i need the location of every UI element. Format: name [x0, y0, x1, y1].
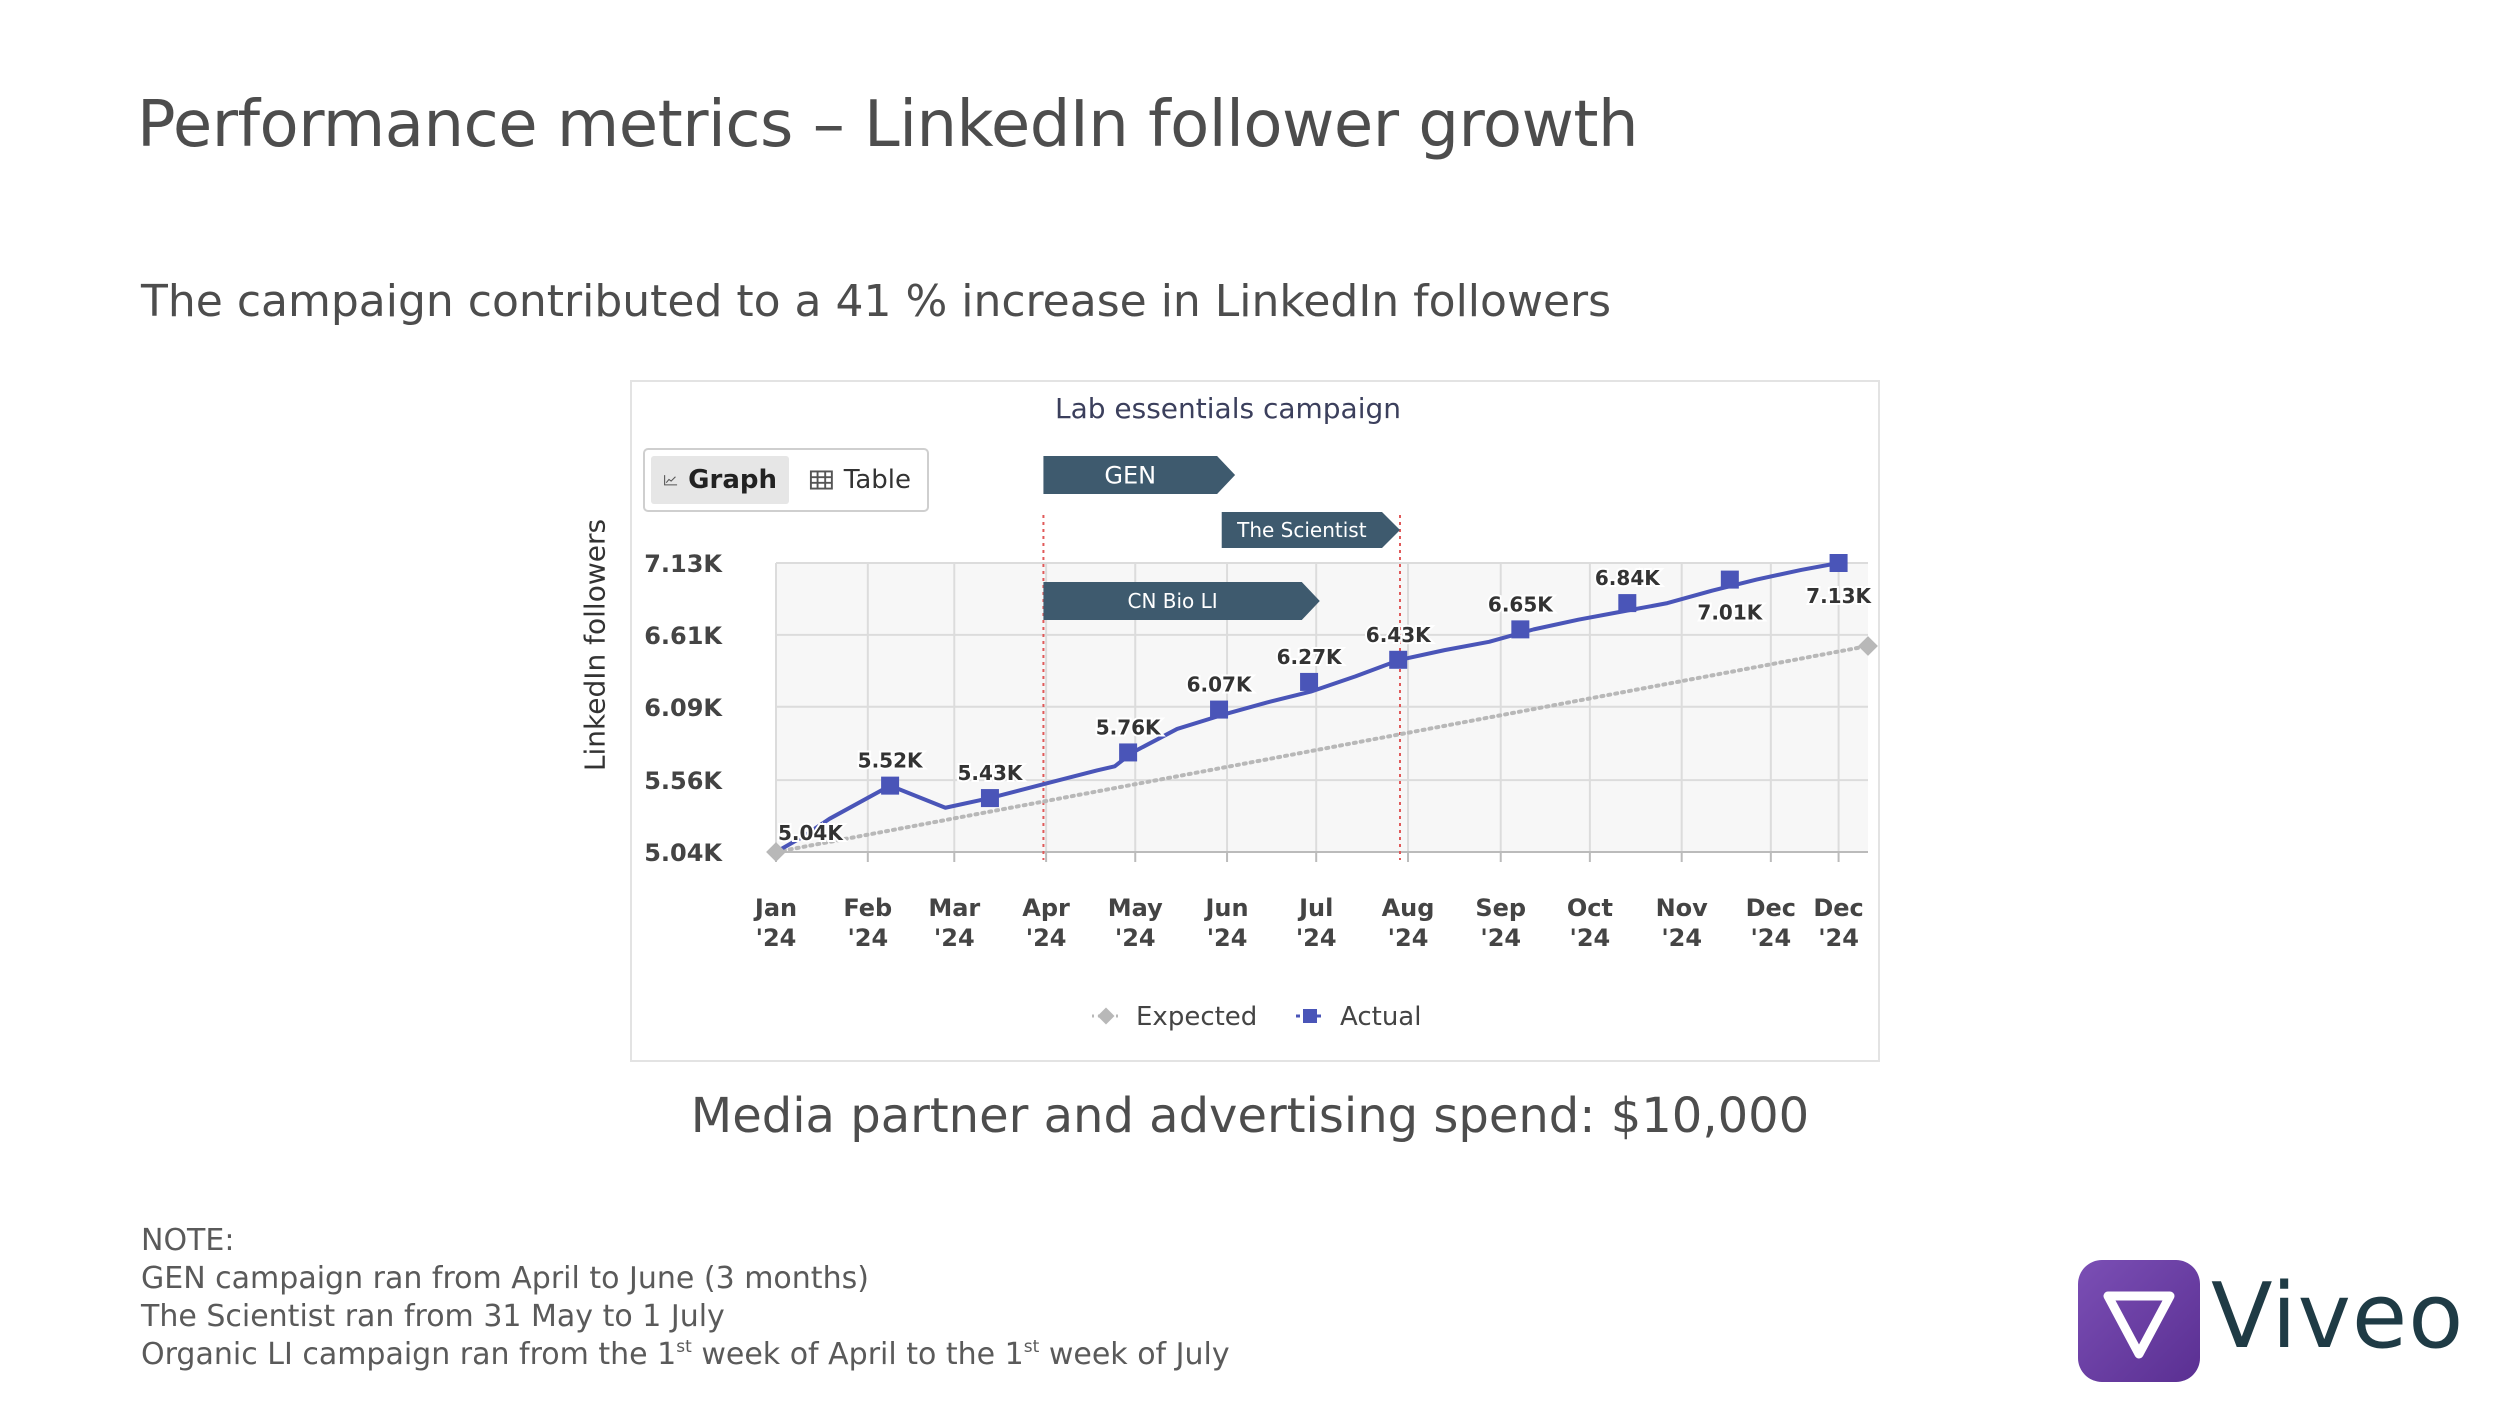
x-tick-label: Feb	[843, 894, 892, 922]
x-tick-year: '24	[756, 924, 797, 952]
table-view-label: Table	[843, 465, 911, 495]
x-tick-year: '24	[847, 924, 888, 952]
table-view-button[interactable]: Table	[797, 456, 923, 504]
legend-marker	[1097, 1007, 1115, 1025]
actual-point	[1511, 620, 1530, 639]
x-tick-label: Jun	[1204, 894, 1249, 922]
x-tick-label: Sep	[1475, 894, 1526, 922]
actual-point	[881, 776, 900, 795]
y-tick-label: 7.13K	[644, 550, 723, 578]
campaign-banner-label: GEN	[1104, 462, 1156, 490]
chart-title: Lab essentials campaign	[1055, 392, 1401, 425]
x-tick-label: Nov	[1656, 894, 1709, 922]
x-tick-label: Dec	[1746, 894, 1796, 922]
view-toggle: Graph Table	[643, 448, 929, 512]
legend-label: Actual	[1340, 1002, 1421, 1032]
data-label: 5.52K	[858, 749, 924, 773]
x-tick-year: '24	[1661, 924, 1702, 952]
note-organic-part2: week of April to the 1	[691, 1337, 1024, 1372]
data-label: 6.43K	[1366, 623, 1432, 647]
y-tick-label: 6.09K	[644, 694, 723, 722]
actual-point	[1389, 650, 1408, 669]
graph-view-button[interactable]: Graph	[651, 456, 789, 504]
campaign-banner	[1043, 582, 1320, 620]
data-label: 6.07K	[1187, 673, 1253, 697]
campaign-banner	[1043, 456, 1236, 494]
x-tick-label: Apr	[1022, 894, 1070, 922]
campaign-banner-label: The Scientist	[1236, 518, 1367, 542]
slide-title: Performance metrics – LinkedIn follower …	[137, 88, 1639, 162]
expected-point	[1858, 636, 1878, 656]
x-tick-label: Oct	[1567, 894, 1613, 922]
actual-point	[1119, 743, 1138, 762]
x-tick-year: '24	[934, 924, 975, 952]
actual-point	[1829, 554, 1848, 572]
y-tick-label: 5.56K	[644, 767, 723, 795]
viveo-logo-text: Viveo	[2211, 1264, 2465, 1369]
campaign-banner-label: CN Bio LI	[1127, 589, 1217, 613]
x-tick-year: '24	[1750, 924, 1791, 952]
viveo-logo: Viveo	[2078, 1260, 2463, 1385]
note-organic: Organic LI campaign ran from the 1st wee…	[141, 1336, 1230, 1374]
x-tick-label: Jul	[1297, 894, 1333, 922]
actual-point	[1618, 594, 1637, 613]
actual-series-line	[775, 561, 1839, 854]
x-tick-year: '24	[1207, 924, 1248, 952]
table-grid-icon	[809, 470, 833, 490]
x-tick-year: '24	[1296, 924, 1337, 952]
expected-series-line	[774, 643, 1870, 854]
slide-subtitle: The campaign contributed to a 41 % incre…	[141, 276, 1612, 327]
legend-marker	[1303, 1009, 1317, 1023]
data-label: 7.01K	[1697, 601, 1763, 625]
data-label: 5.76K	[1096, 715, 1162, 739]
actual-point	[1720, 570, 1739, 589]
data-label: 6.65K	[1488, 592, 1554, 616]
viveo-logo-mark-icon	[2078, 1260, 2200, 1382]
data-label: 5.04K	[778, 821, 844, 845]
notes-heading: NOTE:	[141, 1223, 235, 1258]
legend-label: Expected	[1136, 1002, 1257, 1032]
x-tick-year: '24	[1480, 924, 1521, 952]
campaign-banner	[1221, 512, 1400, 548]
line-chart-icon	[664, 475, 678, 486]
data-label: 6.84K	[1595, 566, 1661, 590]
note-organic-part1: Organic LI campaign ran from the 1	[141, 1337, 677, 1372]
note-gen: GEN campaign ran from April to June (3 m…	[141, 1261, 869, 1296]
note-organic-sup1: st	[676, 1337, 692, 1357]
expected-point	[766, 842, 786, 862]
note-organic-sup2: st	[1023, 1337, 1040, 1357]
graph-view-label: Graph	[688, 465, 777, 495]
y-tick-label: 6.61K	[644, 622, 723, 650]
media-spend-text: Media partner and advertising spend: $10…	[690, 1088, 1810, 1144]
x-tick-label: May	[1108, 894, 1163, 922]
data-label: 6.27K	[1277, 645, 1343, 669]
x-tick-year: '24	[1569, 924, 1610, 952]
x-tick-year: '24	[1026, 924, 1067, 952]
x-tick-year: '24	[1115, 924, 1156, 952]
note-scientist: The Scientist ran from 31 May to 1 July	[141, 1299, 725, 1334]
actual-point	[1300, 672, 1319, 691]
x-tick-label: Aug	[1382, 894, 1435, 922]
note-organic-part3: week of July	[1039, 1337, 1230, 1372]
data-label: 5.43K	[958, 761, 1024, 785]
actual-point	[1210, 700, 1229, 719]
notes-block: NOTE: GEN campaign ran from April to Jun…	[141, 1222, 1230, 1374]
data-label: 7.13K	[1806, 584, 1872, 608]
actual-point	[980, 789, 999, 808]
x-tick-label: Jan	[753, 894, 797, 922]
x-tick-label: Mar	[928, 894, 980, 922]
y-tick-label: 5.04K	[644, 839, 723, 867]
x-tick-label: Dec	[1813, 894, 1863, 922]
x-tick-year: '24	[1388, 924, 1429, 952]
x-tick-year: '24	[1818, 924, 1859, 952]
